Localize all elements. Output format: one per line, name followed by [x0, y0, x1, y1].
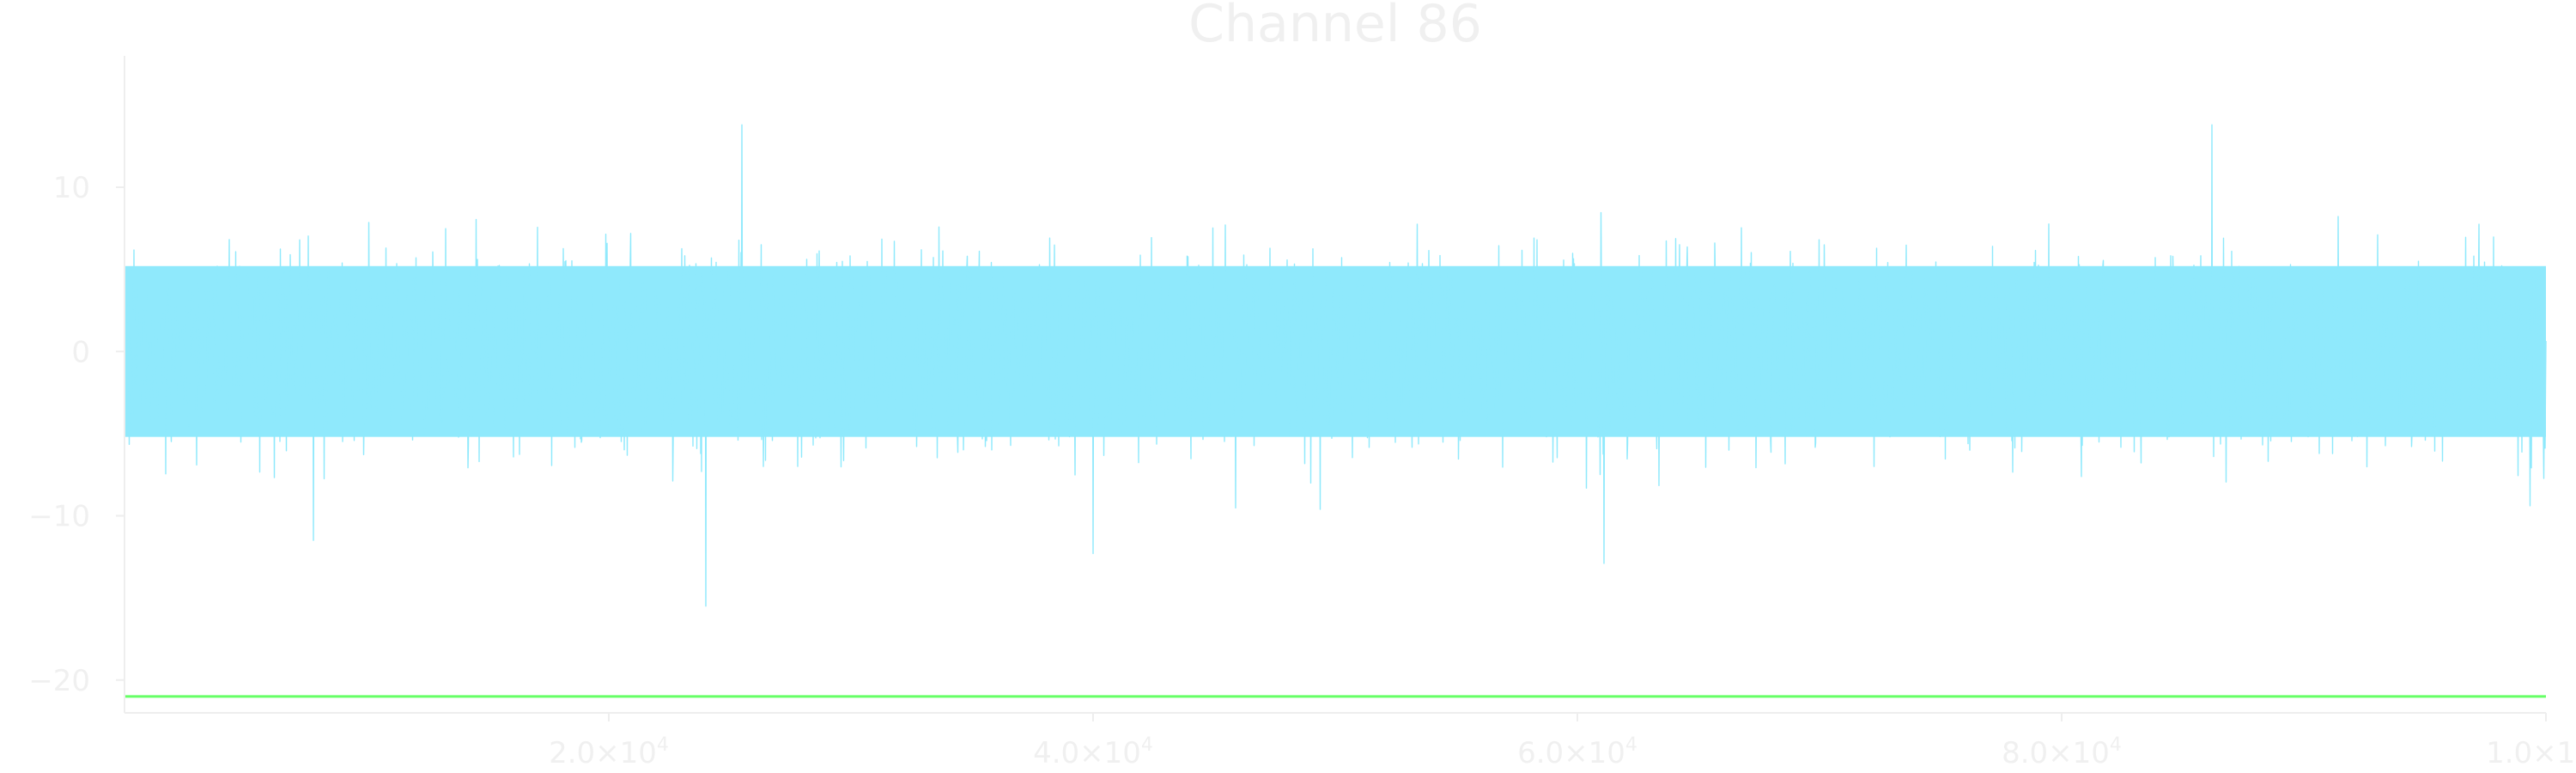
x-tick-label: 4.0×104: [1033, 734, 1153, 770]
y-tick-label: 10: [53, 171, 90, 205]
y-tick-label: 0: [71, 335, 90, 369]
plot-area: [124, 124, 2547, 698]
x-tick-label: 2.0×104: [549, 734, 669, 770]
chart-title: Channel 86: [1188, 0, 1482, 54]
y-tick-label: −20: [28, 664, 90, 698]
y-tick-label: −10: [28, 500, 90, 534]
axes: 10 0 −10 −20 2.0×104 4.0×104 6.0×104 8.0×104 1.0…: [28, 56, 2576, 770]
x-tick-label: 8.0×104: [2002, 734, 2122, 770]
series-line-signal: [124, 124, 2547, 607]
x-tick-label: 1.0×105: [2486, 734, 2576, 770]
x-tick-label: 6.0×104: [1517, 734, 1637, 770]
